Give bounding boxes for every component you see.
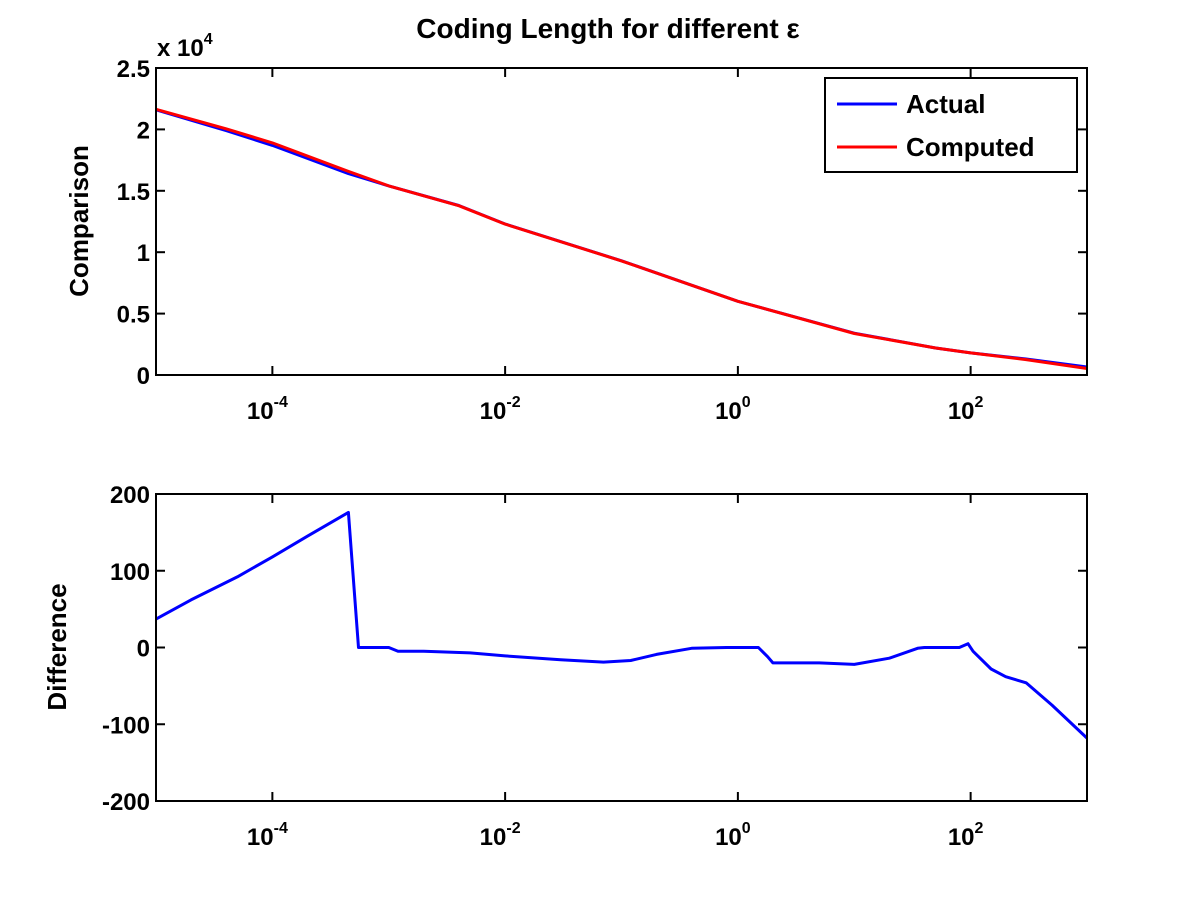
- y-tick-label: 0.5: [117, 302, 150, 329]
- x-tick-label-exponent: -2: [506, 820, 520, 837]
- x-tick-label-base: 10: [247, 824, 274, 851]
- x-tick-label-base: 10: [715, 824, 742, 851]
- y-tick-label: -100: [102, 712, 150, 739]
- y-multiplier-base: x 10: [157, 35, 204, 62]
- x-tick-label-exponent: -4: [274, 394, 288, 411]
- x-tick-label-base: 10: [480, 398, 507, 425]
- x-tick-label-exponent: 2: [975, 394, 984, 411]
- y-tick-label: 100: [110, 559, 150, 586]
- top-y-axis-label: Comparison: [64, 145, 94, 297]
- series-line-computed: [155, 107, 1088, 370]
- x-tick-label: 100: [715, 394, 751, 425]
- legend-box: [824, 77, 1078, 173]
- x-tick-label: 102: [948, 394, 984, 425]
- chart-title: Coding Length for different ε: [416, 13, 799, 44]
- x-tick-label-base: 10: [948, 398, 975, 425]
- y-multiplier-exponent: 4: [204, 31, 213, 48]
- x-tick-label-exponent: 2: [975, 820, 984, 837]
- x-tick-label-base: 10: [948, 824, 975, 851]
- legend: Actual Computed: [824, 77, 1078, 173]
- x-tick-label: 10-2: [480, 820, 521, 851]
- bottom-subplot-frame: [155, 493, 1088, 802]
- x-tick-label: 100: [715, 820, 751, 851]
- x-tick-label-exponent: 0: [742, 820, 751, 837]
- series-line-difference: [155, 510, 1089, 740]
- x-tick-label: 10-2: [480, 394, 521, 425]
- x-tick-label-base: 10: [247, 398, 274, 425]
- y-tick-label: -200: [102, 789, 150, 816]
- y-tick-label: 1.5: [117, 179, 150, 206]
- x-tick-label: 102: [948, 820, 984, 851]
- y-tick-label: 2: [137, 117, 150, 144]
- y-multiplier-label: x 104: [157, 31, 213, 62]
- y-tick-label: 0: [137, 636, 150, 663]
- x-tick-label-exponent: -4: [274, 820, 288, 837]
- bottom-y-axis-label: Difference: [42, 583, 72, 710]
- y-tick-label: 1: [137, 240, 150, 267]
- x-tick-label: 10-4: [247, 394, 288, 425]
- x-tick-label-base: 10: [480, 824, 507, 851]
- x-tick-label-base: 10: [715, 398, 742, 425]
- legend-label-computed: Computed: [906, 132, 1035, 162]
- y-tick-label: 200: [110, 482, 150, 509]
- bottom-subplot-lines: [155, 510, 1089, 740]
- x-tick-label-exponent: 0: [742, 394, 751, 411]
- top-subplot-lines: [155, 107, 1088, 370]
- top-subplot-frame: [155, 67, 1088, 376]
- x-tick-label: 10-4: [247, 820, 288, 851]
- x-tick-label-exponent: -2: [506, 394, 520, 411]
- y-tick-label: 0: [137, 363, 150, 390]
- legend-label-actual: Actual: [906, 89, 985, 119]
- y-tick-label: 2.5: [117, 56, 150, 83]
